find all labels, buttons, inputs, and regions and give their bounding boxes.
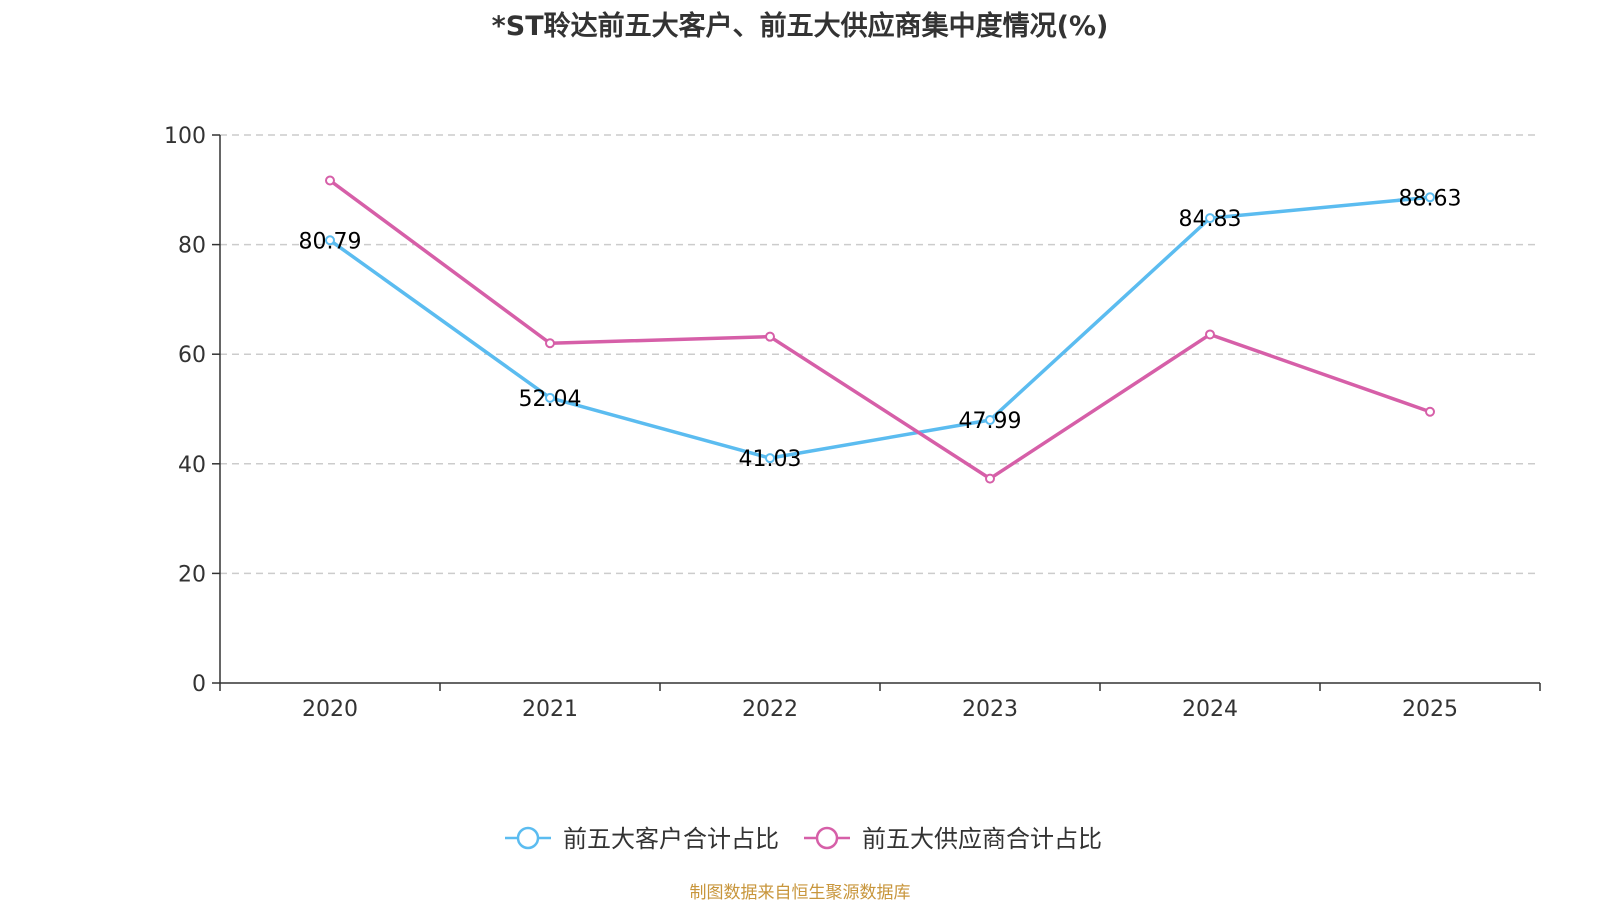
x-tick-label-2025: 2025	[1402, 697, 1458, 722]
y-tick-label-80: 80	[178, 234, 206, 259]
data-labels: 80.79 52.04 41.03 47.99 84.83 88.63	[299, 186, 1462, 472]
y-tick-label-0: 0	[192, 672, 206, 697]
x-tick-label-2021: 2021	[522, 697, 578, 722]
series-1-point-2024[interactable]	[1205, 329, 1215, 340]
y-tick-label-60: 60	[178, 343, 206, 368]
y-tick-label-40: 40	[178, 453, 206, 478]
series-0-point-2020[interactable]	[325, 235, 335, 246]
data-label-2021: 52.04	[519, 387, 582, 412]
legend-marker-1	[815, 826, 839, 850]
series-1-point-2025[interactable]	[1425, 406, 1435, 417]
y-tick-label-100: 100	[164, 124, 206, 149]
series-1-point-2021[interactable]	[545, 338, 555, 349]
axes: 0 20 40 60 80 100 2020 2021 2022 2023 2024 2025	[164, 124, 1541, 722]
legend-label-1: 前五大供应商合计占比	[862, 825, 1102, 853]
series-lines	[325, 175, 1435, 484]
legend-marker-0	[516, 826, 540, 850]
series-0-point-2023[interactable]	[985, 415, 995, 426]
x-tick-label-2022: 2022	[742, 697, 798, 722]
data-label-2024: 84.83	[1179, 207, 1242, 232]
source-note: 制图数据来自恒生聚源数据库	[689, 883, 911, 903]
y-tick-label-20: 20	[178, 562, 206, 587]
grid-lines	[220, 134, 1540, 575]
series-0-point-2022[interactable]	[765, 453, 775, 464]
data-label-2025: 88.63	[1399, 186, 1462, 211]
series-0-point-2021[interactable]	[545, 392, 555, 403]
chart-title: *ST聆达前五大客户、前五大供应商集中度情况(%)	[491, 11, 1109, 42]
x-tick-label-2023: 2023	[962, 697, 1018, 722]
legend-item-0[interactable]: 前五大客户合计占比	[505, 825, 779, 853]
data-label-2023: 47.99	[959, 409, 1022, 434]
series-1-point-2020[interactable]	[325, 175, 335, 186]
legend-item-1[interactable]: 前五大供应商合计占比	[804, 825, 1102, 853]
series-1-point-2023[interactable]	[985, 473, 995, 484]
series-line-1	[328, 179, 1431, 481]
series-0-point-2024[interactable]	[1205, 213, 1215, 224]
series-1-point-2022[interactable]	[765, 331, 775, 342]
x-tick-label-2020: 2020	[302, 697, 358, 722]
data-label-2020: 80.79	[299, 229, 362, 254]
legend-label-0: 前五大客户合计占比	[563, 825, 779, 853]
x-tick-label-2024: 2024	[1182, 697, 1238, 722]
line-chart: 0 20 40 60 80 100 2020 2021 2022 2023 2024 2025 80.…	[164, 124, 1541, 853]
series-line-0	[328, 195, 1431, 460]
data-label-2022: 41.03	[739, 447, 802, 472]
legend[interactable]: 前五大客户合计占比 前五大供应商合计占比	[505, 825, 1102, 853]
series-0-point-2025[interactable]	[1425, 192, 1435, 203]
